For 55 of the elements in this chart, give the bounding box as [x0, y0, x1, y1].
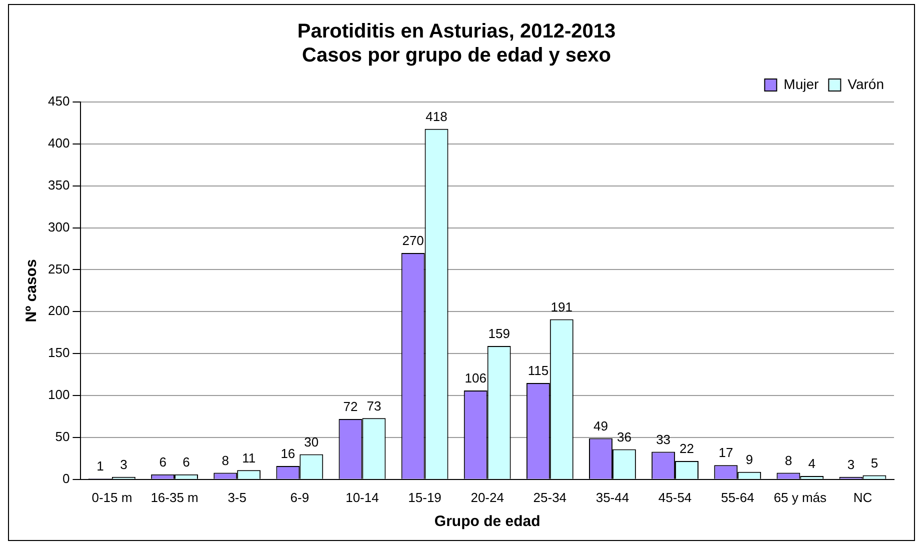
y-axis-title: Nº casos [23, 259, 40, 322]
legend-label: Mujer [784, 76, 820, 92]
data-label: 270 [402, 233, 424, 248]
x-tick-label: 55-64 [720, 490, 754, 505]
x-tick-label: 35-44 [596, 490, 630, 505]
data-label: 5 [870, 455, 878, 470]
y-tick-label: 50 [55, 429, 70, 444]
data-label: 3 [120, 456, 128, 472]
x-tick-label: NC [853, 490, 872, 505]
x-tick-label: 16-35 m [150, 490, 198, 505]
x-tick-label: 25-34 [533, 490, 567, 505]
data-label: 22 [680, 441, 694, 456]
data-label: 8 [784, 452, 792, 468]
legend-label: Varón [848, 76, 884, 92]
data-label: 418 [426, 108, 448, 124]
data-label: 36 [616, 429, 632, 444]
data-label: 6 [182, 454, 190, 470]
y-tick-label: 350 [48, 177, 70, 192]
data-label: 33 [656, 432, 671, 447]
data-label: 49 [594, 418, 608, 434]
x-tick-label: 20-24 [470, 490, 504, 505]
data-label: 73 [366, 398, 382, 414]
x-tick-label: 45-54 [658, 490, 692, 505]
data-label: 106 [464, 370, 486, 386]
data-label: 115 [528, 363, 549, 378]
data-label: 1 [96, 458, 104, 474]
data-label: 191 [550, 299, 572, 314]
y-tick-label: 450 [48, 94, 70, 109]
text: Casos por grupo de edad y sexo [302, 44, 611, 67]
y-tick-label: 0 [62, 470, 70, 486]
data-label: 8 [222, 452, 229, 468]
x-axis-title: Grupo de edad [434, 513, 540, 530]
data-label: 159 [488, 326, 510, 342]
data-label: 6 [159, 454, 166, 470]
data-label: 72 [343, 399, 358, 414]
data-label: 3 [847, 456, 855, 472]
y-tick-label: 100 [48, 387, 70, 402]
text: Parotiditis en Asturias, 2012-2013 [297, 20, 616, 43]
x-tick-label: 3-5 [228, 490, 246, 505]
data-label: 16 [280, 446, 296, 462]
data-label: 30 [304, 434, 319, 450]
data-label: 17 [718, 445, 734, 460]
y-tick-label: 250 [48, 261, 70, 276]
y-tick-label: 200 [48, 303, 70, 318]
y-tick-label: 150 [48, 345, 70, 360]
x-tick-label: 65 y más [774, 490, 828, 505]
x-tick-label: 6-9 [290, 490, 310, 505]
x-tick-label: 0-15 m [92, 490, 132, 505]
y-tick-label: 400 [48, 136, 70, 151]
y-tick-label: 300 [48, 219, 70, 234]
data-label: 9 [746, 452, 753, 467]
x-tick-label: 15-19 [408, 490, 442, 505]
data-label: 11 [242, 450, 256, 466]
data-label: 4 [808, 456, 816, 472]
x-tick-label: 10-14 [346, 490, 379, 505]
